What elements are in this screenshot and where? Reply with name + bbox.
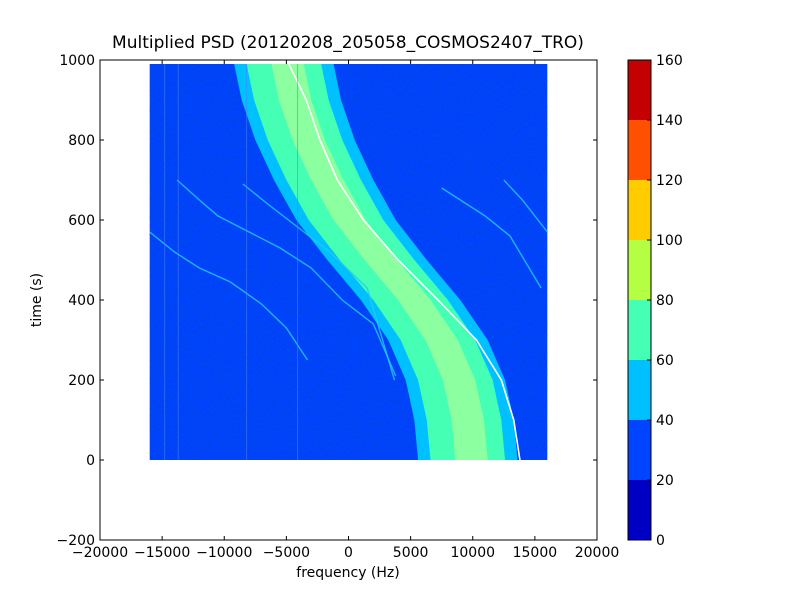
colorbar-segment: [628, 120, 651, 180]
colorbar: 0 20 40 60 80 100 120 140 160: [627, 53, 683, 549]
colorbar-tick-label: 80: [656, 293, 674, 309]
y-tick-label: 800: [68, 133, 95, 149]
colorbar-tick-label: 60: [656, 353, 674, 369]
x-tick-label: −10000: [196, 545, 252, 561]
y-tick-label: −200: [57, 533, 95, 549]
y-axis-label: time (s): [29, 273, 45, 327]
x-tick-label: −20000: [72, 545, 128, 561]
colorbar-tick-label: 0: [656, 533, 665, 549]
edge-trace: [288, 63, 521, 461]
x-axis: −20000 −15000 −10000 −5000 0 5000 10000 15000 20…: [72, 60, 619, 561]
x-tick-label: −5000: [263, 545, 310, 561]
chart-title: Multiplied PSD (20120208_205058_COSMOS24…: [112, 33, 584, 53]
colorbar-segment: [628, 480, 651, 540]
colorbar-segment: [628, 300, 651, 360]
x-tick-label: 15000: [513, 545, 558, 561]
faint-trace-2: [176, 179, 397, 377]
colorbar-segment: [628, 240, 651, 300]
y-tick-label: 200: [68, 373, 95, 389]
colorbar-tick-label: 40: [656, 413, 674, 429]
colorbar-tick-label: 120: [656, 173, 683, 189]
colorbar-segment: [628, 60, 651, 120]
trace-band-core: [271, 64, 488, 460]
x-axis-label: frequency (Hz): [296, 565, 399, 581]
faint-trace-3: [242, 183, 396, 381]
x-tick-label: 10000: [450, 545, 495, 561]
colorbar-tick-label: 160: [656, 53, 683, 69]
colorbar-tick-label: 20: [656, 473, 674, 489]
colorbar-tick-label: 140: [656, 113, 683, 129]
y-tick-label: 0: [86, 453, 95, 469]
colorbar-tick-label: 100: [656, 233, 683, 249]
colorbar-segment: [628, 180, 651, 240]
spectrogram-area: [149, 63, 548, 461]
colorbar-segment: [628, 360, 651, 420]
faint-trace-1: [149, 231, 309, 361]
x-tick-label: 0: [344, 545, 353, 561]
y-tick-label: 600: [68, 213, 95, 229]
colorbar-segment: [628, 420, 651, 480]
y-tick-label: 400: [68, 293, 95, 309]
y-axis: −200 0 200 400 600 800 1000: [57, 53, 597, 549]
faint-trace-5: [503, 179, 548, 233]
x-tick-label: 5000: [393, 545, 429, 561]
x-tick-label: −15000: [134, 545, 190, 561]
x-tick-label: 20000: [575, 545, 620, 561]
y-tick-label: 1000: [59, 53, 95, 69]
faint-trace-4: [441, 187, 542, 289]
